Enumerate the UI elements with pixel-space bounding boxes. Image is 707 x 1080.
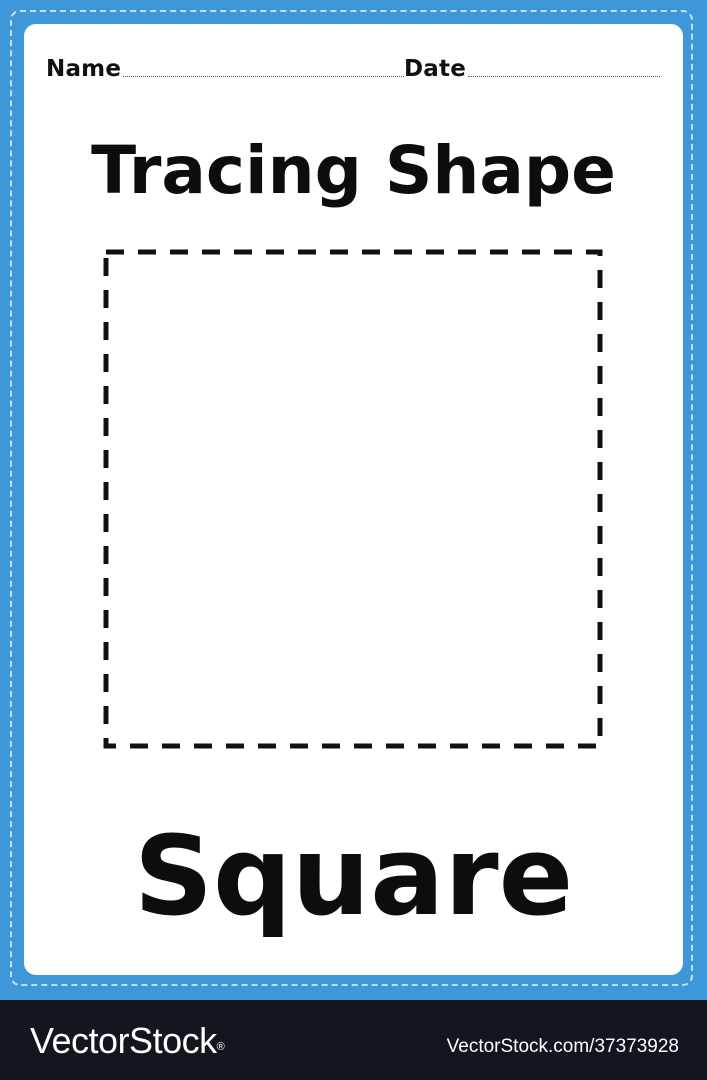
name-label: Name [46, 56, 122, 82]
brand-logo: VectorStock® [30, 1020, 225, 1062]
name-field: Name [46, 52, 404, 82]
brand-name: VectorStock [30, 1020, 217, 1061]
worksheet-title: Tracing Shape [91, 132, 616, 209]
brand-registered-mark: ® [216, 1041, 225, 1053]
blue-border-frame: Name Date Tracing Shape Square [10, 10, 693, 986]
dashed-square-trace [103, 249, 603, 749]
date-line [468, 76, 660, 77]
square-outline [103, 249, 603, 749]
shape-name-label: Square [133, 812, 574, 940]
image-id-text: VectorStock.com/37373928 [446, 1036, 679, 1057]
worksheet-sheet [24, 24, 683, 975]
name-date-row: Name Date [46, 52, 660, 82]
dashed-stitch-border [10, 10, 693, 986]
footer-bar: VectorStock® VectorStock.com/37373928 [0, 1000, 707, 1080]
date-label: Date [404, 56, 467, 82]
date-field: Date [404, 52, 660, 82]
name-line [123, 76, 404, 77]
